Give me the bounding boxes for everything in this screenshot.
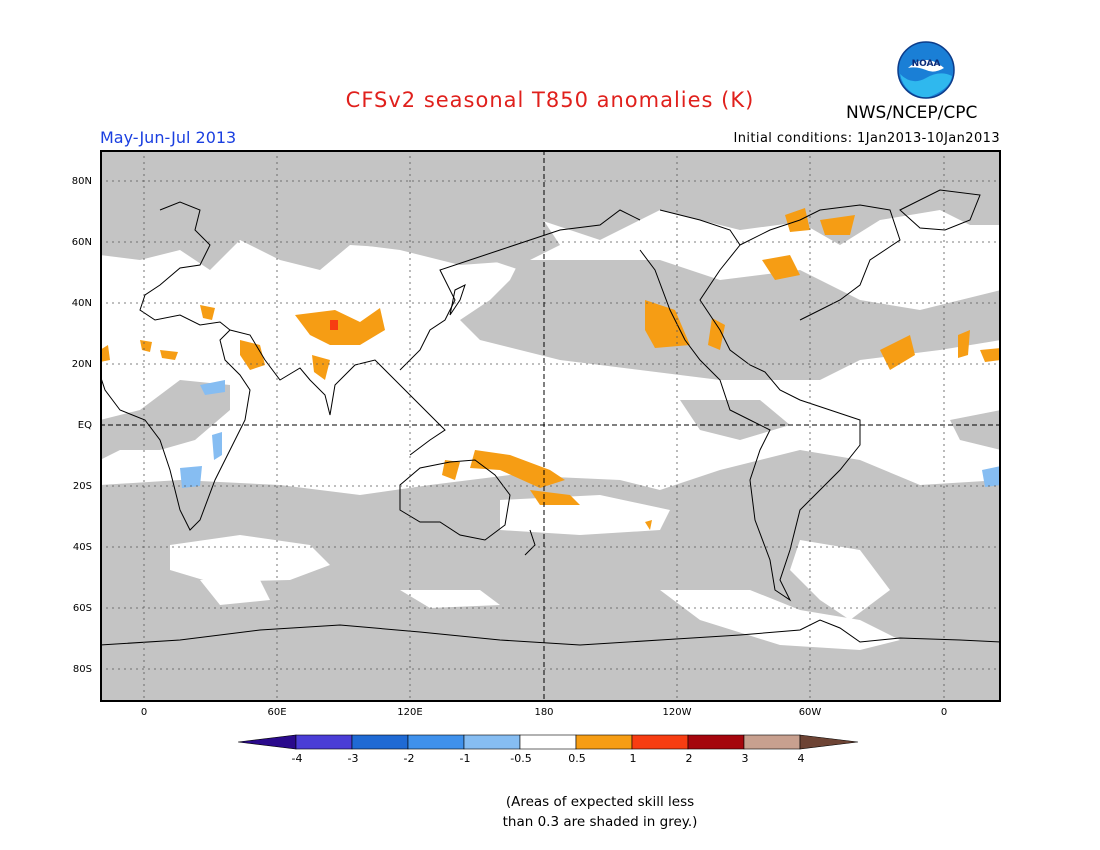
lon-label-120e: 120E <box>397 707 423 718</box>
lon-label-60w: 60W <box>798 707 822 718</box>
low-skill-shading <box>100 150 1001 702</box>
colorbar-swatch <box>295 734 353 750</box>
lon-label-60e: 60E <box>267 707 287 718</box>
lat-label-40s: 40S <box>72 542 92 553</box>
skill-note: (Areas of expected skill less than 0.3 a… <box>0 792 1100 832</box>
lon-label-180: 180 <box>534 707 554 718</box>
colorbar-label: -4 <box>291 752 303 765</box>
colorbar-lower-extend <box>238 734 297 750</box>
colorbar-label: -3 <box>347 752 359 765</box>
colorbar-label: 0.5 <box>568 752 586 765</box>
world-map <box>100 150 1001 702</box>
colorbar-swatch <box>407 734 465 750</box>
colorbar-upper-extend <box>799 734 859 750</box>
map-frame <box>100 150 1001 702</box>
graticule <box>100 150 1001 702</box>
lon-label-120w: 120W <box>662 707 692 718</box>
colorbar-label: 1 <box>629 752 637 765</box>
colorbar-swatch <box>743 734 801 750</box>
colorbar-label: -1 <box>459 752 471 765</box>
colorbar-swatch <box>575 734 633 750</box>
lat-label-40n: 40N <box>71 298 92 309</box>
forecast-period: May-Jun-Jul 2013 <box>100 128 237 147</box>
colorbar <box>238 734 859 750</box>
equator-dateline <box>100 150 1001 702</box>
colorbar-swatch <box>519 734 577 750</box>
positive-anomaly-shading <box>100 208 1001 530</box>
lat-label-60n: 60N <box>71 237 92 248</box>
lat-label-60s: 60S <box>72 603 92 614</box>
lat-label-20s: 20S <box>72 481 92 492</box>
noaa-logo: NOAA <box>897 41 955 99</box>
colorbar-swatch <box>351 734 409 750</box>
lat-label-20n: 20N <box>71 359 92 370</box>
lat-label-eq: EQ <box>77 420 92 431</box>
colorbar-swatch <box>631 734 689 750</box>
negative-anomaly-shading <box>180 380 1001 488</box>
colorbar-label: 4 <box>797 752 805 765</box>
colorbar-label: -0.5 <box>510 752 532 765</box>
noaa-logo-text: NOAA <box>912 59 941 69</box>
lat-label-80s: 80S <box>72 664 92 675</box>
colorbar-label: -2 <box>403 752 415 765</box>
lon-label-0-east: 0 <box>940 707 948 718</box>
colorbar-label: 3 <box>741 752 749 765</box>
colorbar-swatch <box>687 734 745 750</box>
initial-conditions: Initial conditions: 1Jan2013-10Jan2013 <box>733 131 1000 146</box>
colorbar-swatch <box>463 734 521 750</box>
map-title: CFSv2 seasonal T850 anomalies (K) <box>345 88 755 112</box>
coastlines <box>100 189 1001 646</box>
strong-positive-anomaly <box>330 320 338 330</box>
skillful-regions <box>170 495 900 650</box>
colorbar-label: 2 <box>685 752 693 765</box>
lat-label-80n: 80N <box>71 176 92 187</box>
organization-label: NWS/NCEP/CPC <box>846 103 978 123</box>
skill-note-line1: (Areas of expected skill less <box>505 794 695 810</box>
skill-note-line2: than 0.3 are shaded in grey.) <box>502 814 698 830</box>
lon-label-0: 0 <box>140 707 148 718</box>
